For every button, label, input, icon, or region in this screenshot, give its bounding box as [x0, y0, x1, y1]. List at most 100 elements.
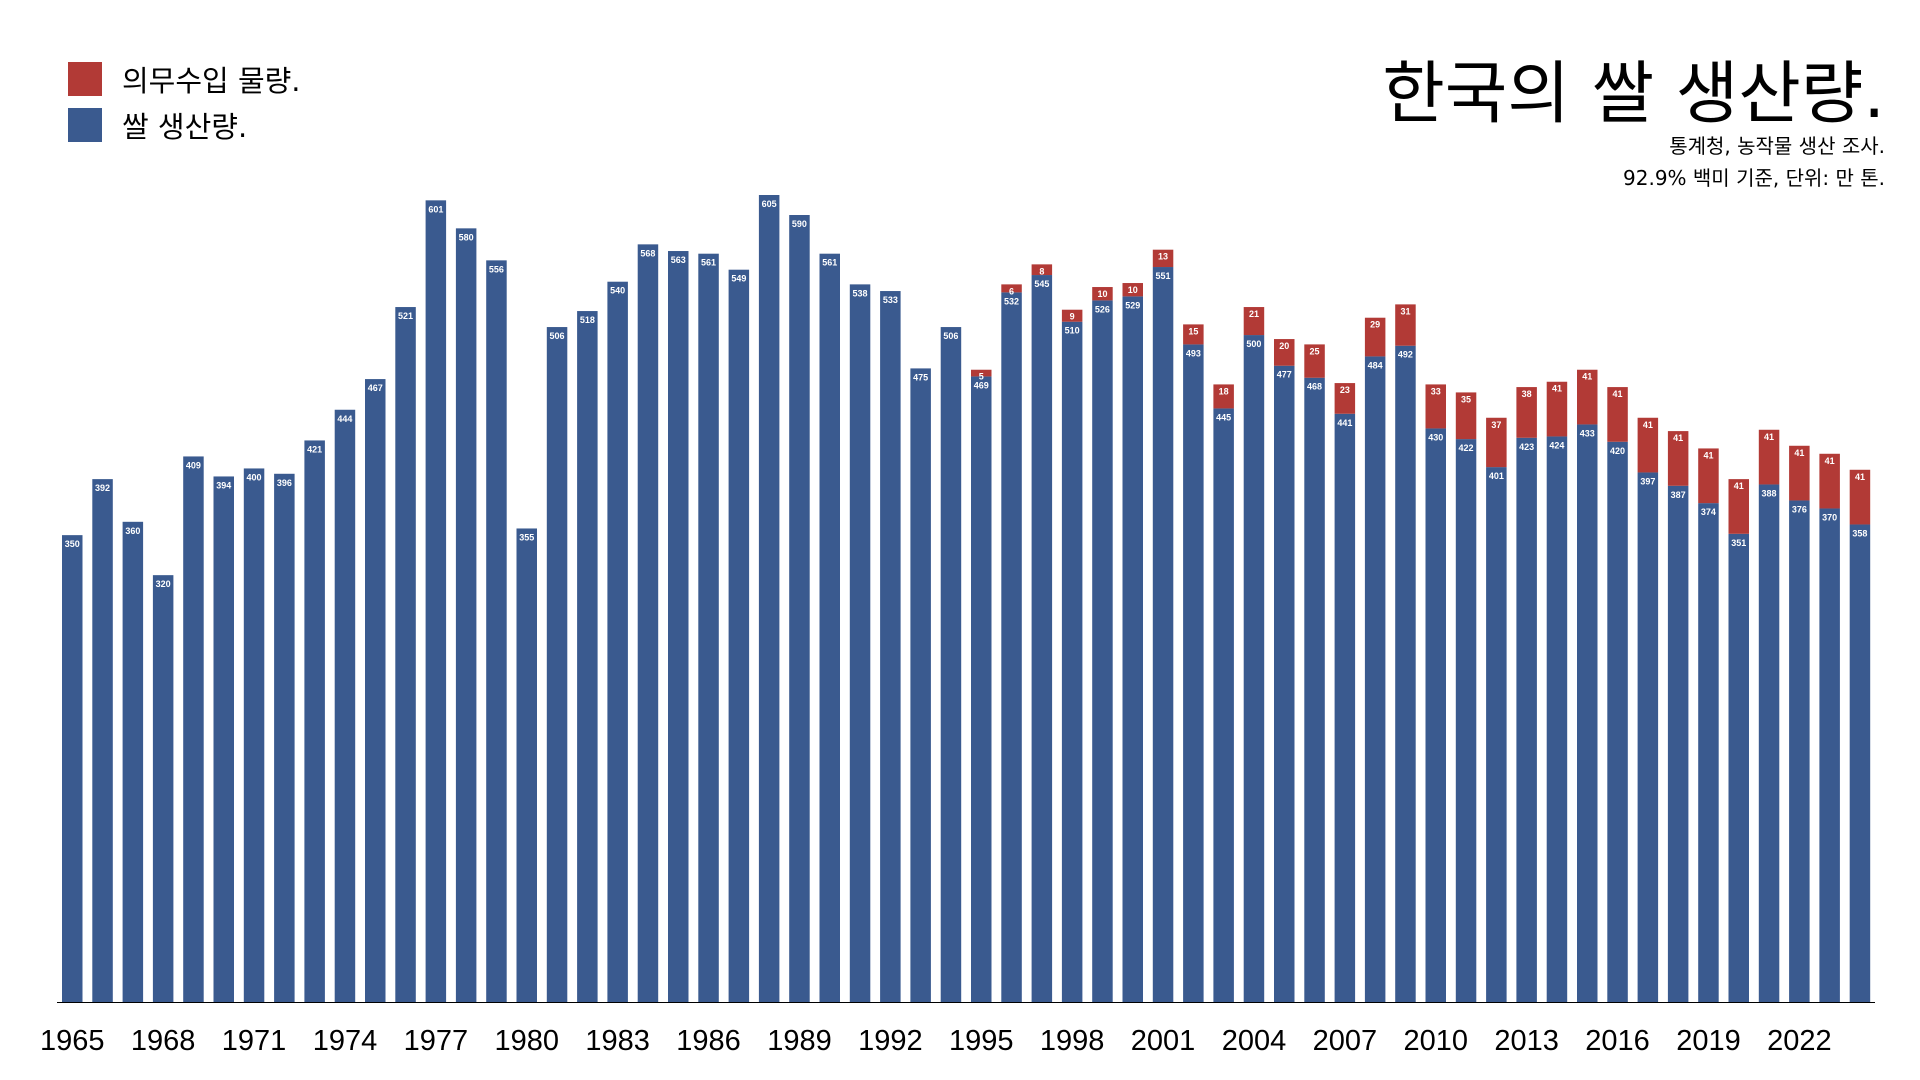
label-import-2022: 41	[1794, 448, 1804, 458]
label-production-1994: 506	[943, 331, 958, 341]
x-tick-2013: 2013	[1494, 1025, 1559, 1057]
bar-import-2011	[1455, 392, 1477, 440]
bar-import-2006	[1304, 344, 1325, 378]
bar-production-1969	[183, 456, 204, 1003]
label-import-2010: 33	[1431, 386, 1441, 396]
legend-label-production: 쌀 생산량.	[122, 110, 248, 144]
bar-production-2005	[1274, 365, 1295, 1002]
bar-import-2020	[1728, 479, 1749, 534]
label-import-2003: 18	[1219, 386, 1229, 396]
bar-import-2014	[1546, 381, 1568, 437]
bar-import-2008	[1364, 317, 1386, 357]
label-production-2017: 397	[1640, 476, 1655, 486]
x-tick-1983: 1983	[585, 1025, 650, 1057]
bar-production-1980	[516, 528, 537, 1002]
label-production-1981: 506	[550, 331, 565, 341]
bar-production-2022	[1789, 500, 1810, 1002]
x-tick-2007: 2007	[1313, 1025, 1378, 1057]
label-import-1999: 10	[1097, 289, 1107, 299]
x-tick-1965: 1965	[40, 1025, 105, 1057]
bar-production-1996	[1001, 292, 1022, 1003]
bar-production-2008	[1364, 356, 1386, 1002]
chart-subtitle: 통계청, 농작물 생산 조사. 92.9% 백미 기준, 단위: 만 톤.	[1623, 130, 1885, 194]
legend-swatch-production	[68, 108, 102, 142]
bar-import-2002	[1183, 324, 1204, 345]
bar-production-2019	[1698, 503, 1719, 1002]
label-production-1988: 605	[762, 199, 777, 209]
label-production-2012: 401	[1489, 471, 1504, 481]
bar-import-2022	[1789, 445, 1810, 501]
x-tick-1974: 1974	[313, 1025, 378, 1057]
label-production-1976: 521	[398, 311, 413, 321]
bar-production-1973	[304, 440, 325, 1003]
label-import-2020: 41	[1734, 481, 1744, 491]
x-tick-1968: 1968	[131, 1025, 196, 1057]
bar-production-1986	[698, 253, 719, 1002]
bar-production-2023	[1819, 508, 1840, 1002]
label-import-2015: 41	[1582, 372, 1592, 382]
bar-production-1971	[243, 468, 265, 1002]
label-production-2019: 374	[1701, 507, 1716, 517]
bar-production-1994	[940, 327, 962, 1002]
label-import-2007: 23	[1340, 385, 1350, 395]
label-import-2016: 41	[1613, 389, 1623, 399]
bar-import-2015	[1577, 369, 1598, 425]
legend-item-production: 쌀 생산량.	[68, 102, 301, 148]
bar-production-1995	[971, 376, 992, 1002]
bar-production-2000	[1122, 296, 1143, 1002]
label-production-2007: 441	[1337, 418, 1352, 428]
label-import-2011: 35	[1461, 394, 1471, 404]
bar-import-2004	[1243, 307, 1265, 336]
bar-production-2002	[1183, 344, 1204, 1003]
bar-production-1985	[668, 251, 689, 1003]
label-production-2001: 551	[1156, 271, 1171, 281]
x-tick-2019: 2019	[1676, 1025, 1741, 1057]
bar-production-2021	[1758, 484, 1780, 1002]
label-production-1977: 601	[428, 204, 443, 214]
legend-label-import: 의무수입 물량.	[122, 64, 301, 98]
x-tick-2001: 2001	[1131, 1025, 1196, 1057]
label-production-1969: 409	[186, 460, 201, 470]
label-production-1972: 396	[277, 478, 292, 488]
label-production-2011: 422	[1459, 443, 1474, 453]
x-tick-1980: 1980	[494, 1025, 559, 1057]
label-import-2005: 20	[1279, 341, 1289, 351]
label-production-2013: 423	[1519, 442, 1534, 452]
label-production-1987: 549	[731, 274, 746, 284]
label-import-2018: 41	[1673, 433, 1683, 443]
label-production-1992: 533	[883, 295, 898, 305]
label-production-1978: 580	[459, 232, 474, 242]
bar-production-1993	[910, 368, 931, 1002]
label-import-2024: 41	[1855, 472, 1865, 482]
bar-production-2018	[1667, 485, 1689, 1003]
label-production-1998: 510	[1065, 326, 1080, 336]
label-production-1971: 400	[247, 472, 262, 482]
bar-production-1992	[880, 291, 901, 1002]
bar-production-2017	[1637, 472, 1659, 1002]
bar-production-2015	[1577, 424, 1598, 1002]
bar-import-1997	[1031, 264, 1053, 276]
bar-production-2007	[1334, 413, 1356, 1002]
label-production-1985: 563	[671, 255, 686, 265]
bar-import-2021	[1758, 429, 1780, 485]
bar-production-2001	[1152, 267, 1174, 1002]
label-import-2012: 37	[1491, 420, 1501, 430]
label-import-2006: 25	[1310, 346, 1320, 356]
label-import-2002: 15	[1188, 326, 1198, 336]
legend-item-import: 의무수입 물량.	[68, 56, 301, 102]
label-import-2019: 41	[1703, 450, 1713, 460]
x-tick-1977: 1977	[404, 1025, 469, 1057]
bar-production-2016	[1607, 441, 1628, 1003]
label-production-2015: 433	[1580, 428, 1595, 438]
label-production-1986: 561	[701, 258, 716, 268]
label-production-2020: 351	[1731, 538, 1746, 548]
bar-production-1966	[92, 479, 113, 1003]
bar-import-2009	[1395, 304, 1416, 346]
label-production-2004: 500	[1246, 339, 1261, 349]
label-production-1974: 444	[337, 414, 352, 424]
bar-import-2019	[1698, 448, 1719, 504]
label-production-2000: 529	[1125, 300, 1140, 310]
x-tick-1989: 1989	[767, 1025, 832, 1057]
label-production-1982: 518	[580, 315, 595, 325]
